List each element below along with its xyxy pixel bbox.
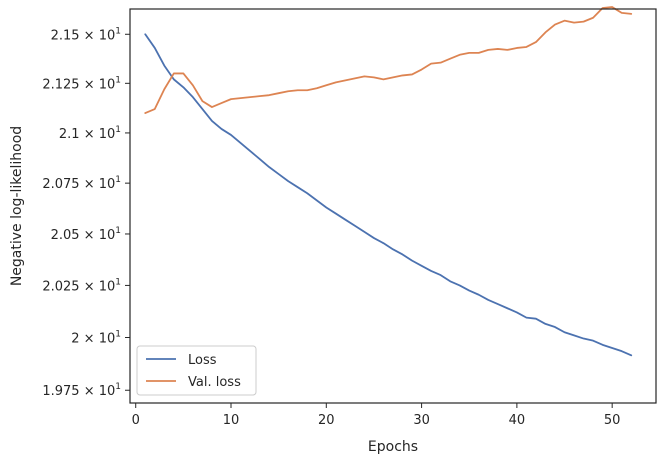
y-tick-label: 2.05 × 101 xyxy=(51,226,121,243)
y-tick-label: 2.125 × 101 xyxy=(42,75,121,92)
y-axis-label: Negative log-likelihood xyxy=(9,126,25,286)
x-tick-label: 20 xyxy=(318,413,335,428)
x-tick-label: 0 xyxy=(132,413,140,428)
series-line-loss xyxy=(144,33,633,357)
y-axis: 1.975 × 101 2 × 101 2.025 × 101 2.05 × 101 2… xyxy=(42,26,130,399)
series-layer xyxy=(144,6,633,357)
series-line-val-loss xyxy=(144,6,633,114)
y-tick-label: 2.025 × 101 xyxy=(42,277,121,294)
y-tick-label: 2 × 101 xyxy=(71,330,121,347)
x-axis: 0 10 20 30 40 50 xyxy=(132,403,621,428)
legend-label-loss: Loss xyxy=(188,353,217,368)
y-tick-label: 2.075 × 101 xyxy=(42,175,121,192)
x-tick-label: 50 xyxy=(604,413,621,428)
plot-frame xyxy=(129,8,657,404)
x-tick-label: 40 xyxy=(509,413,526,428)
x-tick-label: 10 xyxy=(223,413,240,428)
x-tick-label: 30 xyxy=(413,413,430,428)
y-tick-label: 2.1 × 101 xyxy=(59,125,121,142)
x-axis-label: Epochs xyxy=(368,439,418,455)
y-tick-label: 1.975 × 101 xyxy=(42,382,121,399)
y-tick-label: 2.15 × 101 xyxy=(51,26,121,43)
legend-label-val-loss: Val. loss xyxy=(188,375,241,390)
legend: Loss Val. loss xyxy=(136,345,257,396)
